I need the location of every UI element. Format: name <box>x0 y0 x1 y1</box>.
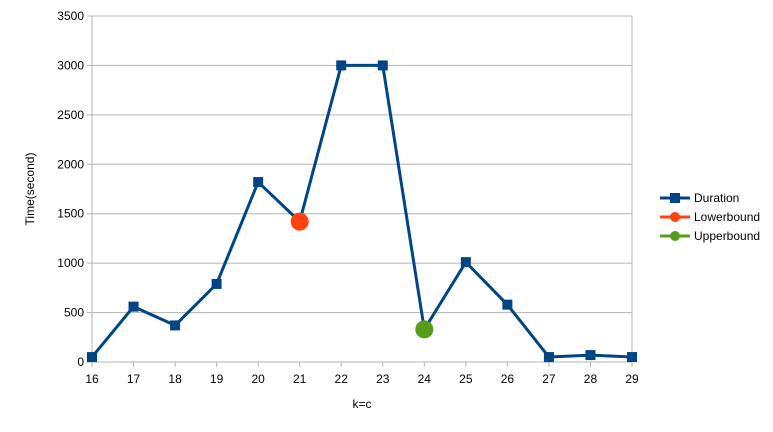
gridlines <box>92 15 632 314</box>
tick-labels: 0 500 1000 1500 2000 2500 3000 3500 16 17 18 19 20 21… <box>57 9 639 386</box>
duration-point <box>460 257 471 268</box>
x-tick-label: 20 <box>251 372 265 386</box>
legend-marker-circle <box>670 212 680 222</box>
x-tick-label: 22 <box>335 372 349 386</box>
x-axis-title: k=c <box>352 397 371 411</box>
duration-point <box>377 60 388 71</box>
duration-point <box>336 60 347 71</box>
x-tick-label: 29 <box>625 372 639 386</box>
y-tick-label: 0 <box>77 355 84 369</box>
x-tick-label: 18 <box>168 372 182 386</box>
axes <box>87 15 633 367</box>
legend-label: Upperbound <box>694 229 760 243</box>
duration-point <box>543 352 554 363</box>
legend-label: Duration <box>694 191 739 205</box>
series-line-duration <box>90 63 633 359</box>
x-tick-label: 21 <box>293 372 307 386</box>
duration-point <box>502 299 513 310</box>
duration-point <box>253 177 264 188</box>
x-tick-label: 16 <box>85 372 99 386</box>
lowerbound-point <box>290 212 309 231</box>
y-axis-title: Time(second) <box>23 153 37 226</box>
x-tick-label: 17 <box>127 372 141 386</box>
y-tick-label: 2000 <box>57 157 84 171</box>
x-tick-label: 24 <box>418 372 432 386</box>
y-tick-label: 500 <box>64 306 84 320</box>
x-tick-label: 25 <box>459 372 473 386</box>
y-tick-label: 2500 <box>57 108 84 122</box>
y-tick-label: 3000 <box>57 58 84 72</box>
x-tick-label: 27 <box>542 372 556 386</box>
series-layer <box>87 60 637 363</box>
y-tick-label: 3500 <box>57 9 84 23</box>
x-tick-label: 23 <box>376 372 390 386</box>
legend-label: Lowerbound <box>694 210 760 224</box>
duration-point <box>128 301 139 312</box>
legend: Duration Lowerbound Upperbound <box>660 191 760 243</box>
x-tick-label: 26 <box>501 372 515 386</box>
duration-point <box>87 352 97 363</box>
y-tick-label: 1500 <box>57 207 84 221</box>
upperbound-point <box>415 320 434 339</box>
duration-point <box>627 352 637 363</box>
x-tick-label: 28 <box>584 372 598 386</box>
x-tick-label: 19 <box>210 372 224 386</box>
duration-point <box>585 350 596 361</box>
legend-marker-circle <box>670 231 680 241</box>
duration-point <box>170 320 181 331</box>
y-tick-label: 1000 <box>57 256 84 270</box>
duration-point <box>211 278 222 289</box>
legend-marker-square <box>670 193 680 203</box>
